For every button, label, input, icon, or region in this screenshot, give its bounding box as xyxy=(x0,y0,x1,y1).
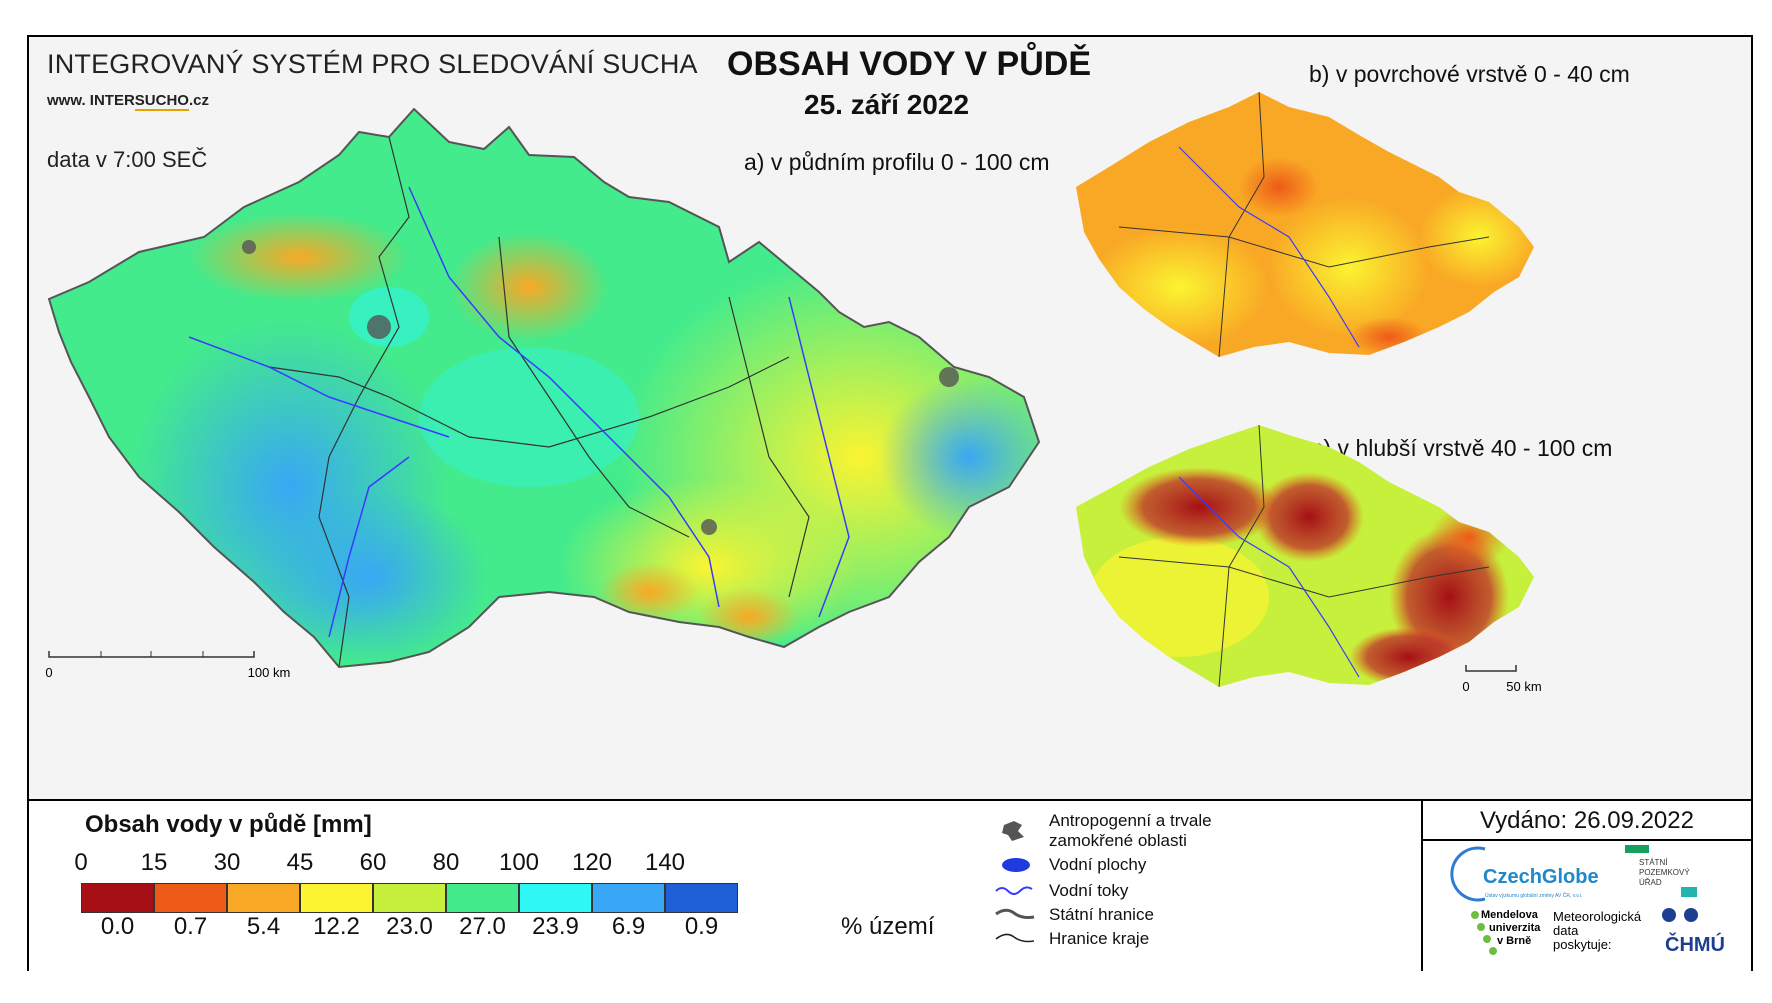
spu-logo-icon xyxy=(1625,845,1649,853)
legend-color-box xyxy=(519,883,592,913)
meteo-line-1: Meteorologická xyxy=(1553,909,1642,924)
region-border-label: Hranice kraje xyxy=(1049,929,1150,948)
scale-main-start: 0 xyxy=(45,665,52,680)
map-a-soil-profile xyxy=(49,109,1039,667)
scale-bar-small: 0 50 km xyxy=(1462,665,1542,694)
meteo-line-3: poskytuje: xyxy=(1553,937,1612,952)
anthropogenic-label-2: zamokřené oblasti xyxy=(1049,831,1187,850)
czechglobe-logo-icon xyxy=(1450,846,1486,902)
logos-area: CzechGlobe Ústav výzkumu globální změny … xyxy=(1421,841,1751,971)
map-c-deep-layer xyxy=(1076,425,1534,687)
legend-color-box xyxy=(592,883,665,913)
mendel-line-3: v Brně xyxy=(1497,935,1531,947)
website-link[interactable]: www. INTERSUCHO.cz xyxy=(47,92,209,111)
water-bodies-label: Vodní plochy xyxy=(1049,855,1147,874)
percent-label: % území xyxy=(841,913,935,940)
legend-percent: 27.0 xyxy=(459,913,506,940)
legend-percent: 12.2 xyxy=(313,913,360,940)
legend-tick: 15 xyxy=(140,849,168,876)
issued-date: Vydáno: 26.09.2022 xyxy=(1480,807,1694,834)
legend-color-box xyxy=(154,883,227,913)
legend-tick: 80 xyxy=(432,849,460,876)
water-body-icon xyxy=(1002,858,1030,872)
website-prefix: www. INTER xyxy=(47,92,135,109)
legend-title: Obsah vody v půdě [mm] xyxy=(85,811,372,838)
state-border-label: Státní hranice xyxy=(1049,905,1154,924)
issued-box: Vydáno: 26.09.2022 xyxy=(1421,801,1751,841)
map-b-label: b) v povrchové vrstvě 0 - 40 cm xyxy=(1309,61,1630,87)
legend-tick: 140 xyxy=(644,849,686,876)
stream-icon xyxy=(995,886,1033,895)
spu-line-1: STÁTNÍ xyxy=(1639,858,1668,867)
legend-percent: 0.9 xyxy=(684,913,719,940)
legend-color-box xyxy=(81,883,154,913)
meteo-line-2: data xyxy=(1553,923,1579,938)
data-time: data v 7:00 SEČ xyxy=(47,147,208,172)
state-border-icon xyxy=(995,908,1035,919)
anthropogenic-label-1: Antropogenní a trvale xyxy=(1049,811,1212,830)
streams-label: Vodní toky xyxy=(1049,881,1129,900)
scale-small-start: 0 xyxy=(1462,679,1469,694)
legend-tick: 60 xyxy=(359,849,387,876)
legend-percent: 0.0 xyxy=(100,913,135,940)
scale-bar-main: 0 100 km xyxy=(45,651,290,680)
legend-color-box xyxy=(300,883,373,913)
legend-percent: 6.9 xyxy=(611,913,646,940)
website-highlight: SUCHO xyxy=(134,92,189,111)
czechglobe-sub: Ústav výzkumu globální změny AV ČR, v.v.… xyxy=(1485,892,1582,899)
system-title: INTEGROVANÝ SYSTÉM PRO SLEDOVÁNÍ SUCHA xyxy=(47,49,698,79)
mendel-line-2: univerzita xyxy=(1489,922,1541,934)
legend-tick: 100 xyxy=(498,849,540,876)
czechglobe-name: CzechGlobe xyxy=(1483,866,1599,888)
main-date: 25. září 2022 xyxy=(804,89,970,120)
main-title: OBSAH VODY V PŮDĚ xyxy=(727,45,1092,83)
legend-tick: 120 xyxy=(571,849,613,876)
legend-tick: 0 xyxy=(74,849,88,876)
legend-tick: 30 xyxy=(213,849,241,876)
legend-color-box xyxy=(373,883,446,913)
map-c-label: c) v hlubší vrstvě 40 - 100 cm xyxy=(1312,435,1613,461)
scale-main-end: 100 km xyxy=(248,665,291,680)
chmu-logo-icon xyxy=(1662,908,1676,922)
website-suffix: .cz xyxy=(188,92,209,109)
map-frame: INTEGROVANÝ SYSTÉM PRO SLEDOVÁNÍ SUCHA w… xyxy=(27,35,1753,971)
legend-percent: 0.7 xyxy=(173,913,208,940)
spu-line-3: ÚŘAD xyxy=(1639,878,1662,887)
symbol-icons xyxy=(995,821,1035,943)
chmu-name: ČHMÚ xyxy=(1665,932,1725,956)
legend-percent: 23.9 xyxy=(532,913,579,940)
legend-color-box xyxy=(446,883,519,913)
legend-color-box xyxy=(665,883,738,913)
maps-svg: 0 100 km 0 50 km xyxy=(45,92,1542,694)
spu-line-2: POZEMKOVÝ xyxy=(1639,868,1690,877)
legend-color-box xyxy=(227,883,300,913)
region-border-icon xyxy=(995,933,1035,943)
legend-percent: 23.0 xyxy=(386,913,433,940)
map-a-label: a) v půdním profilu 0 - 100 cm xyxy=(744,149,1050,175)
mendel-logo-icon xyxy=(1471,911,1479,919)
partner-logos: CzechGlobe Ústav výzkumu globální změny … xyxy=(1450,845,1725,956)
map-b-surface-layer xyxy=(1076,92,1534,357)
scale-small-end: 50 km xyxy=(1506,679,1541,694)
legend-percent: 5.4 xyxy=(246,913,281,940)
legend-tick: 45 xyxy=(286,849,314,876)
legend-bar: Obsah vody v půdě [mm] 0 15 30 45 60 80 100 120… xyxy=(29,799,1751,971)
map-area: INTEGROVANÝ SYSTÉM PRO SLEDOVÁNÍ SUCHA w… xyxy=(29,37,1751,799)
anthropogenic-icon xyxy=(1002,821,1024,841)
mendel-line-1: Mendelova xyxy=(1481,909,1539,921)
